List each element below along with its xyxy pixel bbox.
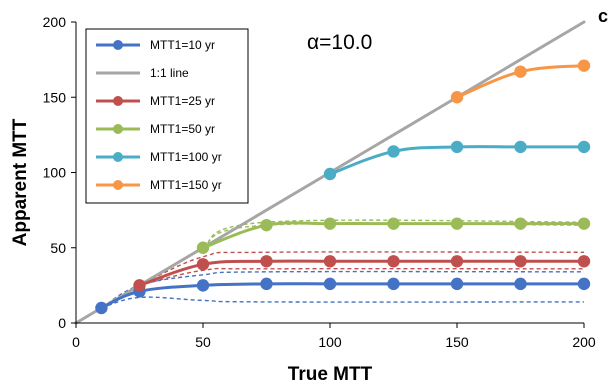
point-mtt1-50-yr-3 [387,217,400,230]
dashed-band-0 [101,296,585,309]
legend-marker-mtt1-10-yr [113,40,123,50]
series-markers [95,59,591,315]
legend-label-mtt1-100-yr: MTT1=100 yr [150,150,222,164]
point-mtt1-10-yr-4 [323,277,337,291]
x-tick-label: 150 [445,334,469,350]
y-tick-label: 50 [50,240,66,256]
point-mtt1-150-yr-0 [450,91,464,104]
point-mtt1-25-yr-4 [387,255,400,268]
legend-label-mtt1-150-yr: MTT1=150 yr [150,178,222,192]
point-mtt1-100-yr-4 [577,140,591,154]
point-mtt1-25-yr-5 [450,255,464,268]
point-mtt1-10-yr-7 [514,277,527,291]
point-mtt1-50-yr-0 [196,241,210,254]
dashed-band-1 [101,270,585,309]
legend: MTT1=10 yr 1:1 line MTT1=25 yr MTT1=50 yr MT… [85,28,249,204]
point-mtt1-50-yr-4 [450,217,464,230]
x-tick-label: 0 [72,334,80,350]
x-tick-label: 100 [318,334,342,350]
point-mtt1-10-yr-6 [450,277,464,291]
point-mtt1-50-yr-5 [514,217,527,230]
point-mtt1-150-yr-2 [577,59,591,72]
tick-labels: 0 50 100 150 200 0 50 100 150 200 [43,14,596,350]
x-axis-title: True MTT [288,364,373,385]
y-tick-label: 150 [43,89,67,105]
point-mtt1-10-yr-2 [196,279,210,292]
legend-label-1-1-line: 1:1 line [150,66,189,80]
point-mtt1-10-yr-8 [577,277,591,291]
alpha-annotation: α=10.0 [307,31,372,54]
legend-label-mtt1-50-yr: MTT1=50 yr [150,122,215,136]
point-mtt1-25-yr-1 [196,258,210,271]
point-mtt1-50-yr-2 [323,217,337,230]
point-mtt1-100-yr-0 [323,167,337,181]
y-tick-label: 100 [43,165,67,181]
axes [71,21,585,328]
x-tick-label: 200 [572,334,596,350]
point-mtt1-150-yr-1 [514,65,527,78]
point-mtt1-25-yr-3 [323,255,337,268]
y-axis-title: Apparent MTT [10,118,31,246]
series-line-mtt1-10-yr [99,282,586,310]
point-mtt1-50-yr-1 [260,218,273,232]
point-mtt1-10-yr-3 [260,277,273,291]
dashed-band-2 [139,267,585,287]
point-mtt1-100-yr-2 [450,140,464,154]
point-mtt1-25-yr-7 [577,255,591,268]
point-mtt1-25-yr-2 [260,255,273,268]
legend-marker-mtt1-150-yr [113,180,123,190]
point-mtt1-10-yr-0 [95,301,108,315]
dashed-band-3 [139,251,585,287]
legend-marker-mtt1-100-yr [113,152,123,162]
point-mtt1-10-yr-5 [387,277,400,291]
x-tick-label: 50 [195,334,211,350]
point-mtt1-50-yr-6 [577,217,591,230]
point-mtt1-25-yr-6 [514,255,527,268]
legend-marker-mtt1-50-yr [113,124,123,134]
point-mtt1-100-yr-1 [387,145,400,158]
y-tick-label: 0 [58,315,66,331]
legend-box [85,28,249,204]
legend-label-mtt1-25-yr: MTT1=25 yr [150,94,215,108]
legend-label-mtt1-10-yr: MTT1=10 yr [150,38,215,52]
point-mtt1-25-yr-0 [133,279,146,292]
legend-marker-mtt1-25-yr [113,96,123,106]
point-mtt1-100-yr-3 [514,140,527,154]
y-tick-label: 200 [43,14,67,30]
panel-label: c [598,6,608,26]
